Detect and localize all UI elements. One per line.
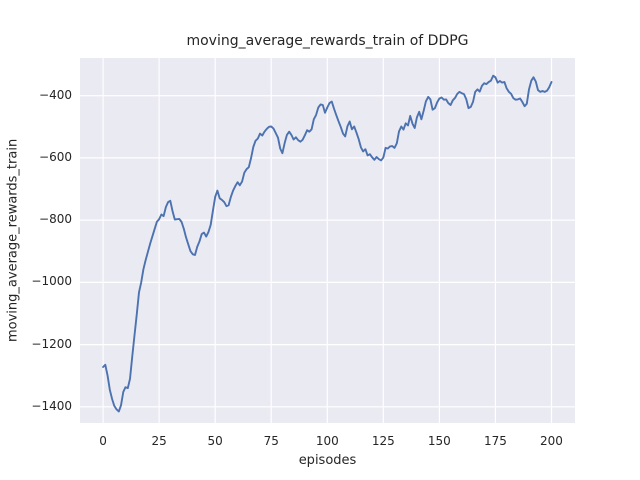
x-axis-label: episodes: [298, 453, 357, 468]
x-tick-label: 25: [151, 434, 167, 448]
y-tick-label: −1000: [31, 274, 72, 289]
y-tick-label: −400: [39, 87, 72, 102]
y-tick-label: −1400: [31, 398, 72, 413]
gridlines: [80, 58, 575, 423]
x-tick-label: 50: [207, 434, 223, 448]
y-tick-label: −800: [39, 212, 72, 227]
x-tick-label: 125: [371, 434, 395, 448]
x-tick-label: 100: [315, 434, 339, 448]
x-tick-label: 150: [427, 434, 451, 448]
y-tick-label: −600: [39, 149, 72, 164]
x-tick-label: 200: [540, 434, 563, 448]
ddpg-line: [102, 74, 553, 413]
y-axis-label: moving_average_rewards_train: [5, 138, 21, 343]
x-tick-label: 75: [263, 434, 279, 448]
chart-title: moving_average_rewards_train of DDPG: [186, 33, 469, 49]
x-tick-label: 175: [483, 434, 507, 448]
x-tick-label: 0: [99, 434, 107, 448]
y-tick-label: −1200: [31, 336, 72, 351]
